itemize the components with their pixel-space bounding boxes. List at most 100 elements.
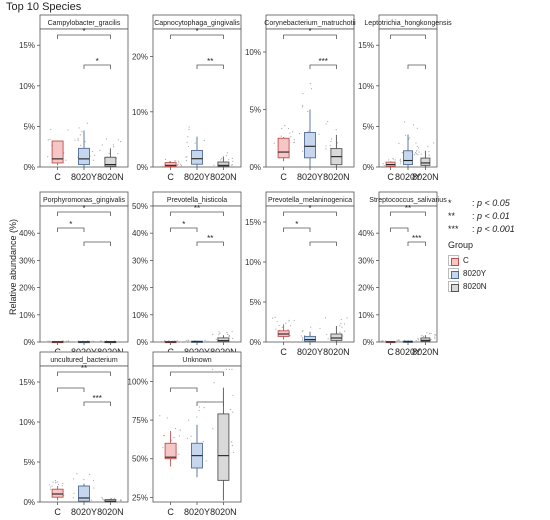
significance-label: p < 0.05 xyxy=(477,198,510,208)
data-point xyxy=(346,317,348,319)
data-point xyxy=(302,104,304,107)
data-point xyxy=(302,330,304,332)
y-tick-label: 40% xyxy=(19,229,35,238)
comparison-bracket xyxy=(57,227,85,232)
data-point xyxy=(163,435,165,437)
data-point xyxy=(166,417,168,419)
data-point xyxy=(73,492,75,494)
data-point xyxy=(205,460,207,462)
y-tick-label: 10% xyxy=(245,258,261,267)
data-point xyxy=(342,335,344,337)
data-point xyxy=(301,150,304,152)
data-point xyxy=(415,339,417,342)
panel-title: Prevotella_melaninogenica xyxy=(268,197,352,204)
data-point xyxy=(160,340,163,343)
data-point xyxy=(396,341,399,343)
data-point xyxy=(408,137,411,139)
x-tick-label: 8020Y xyxy=(71,507,97,517)
box-8020n xyxy=(420,337,431,342)
comparison-bracket xyxy=(196,241,224,246)
y-tick-label: 5% xyxy=(249,106,261,115)
data-point xyxy=(203,139,205,142)
data-point xyxy=(57,483,59,486)
significance-label: p < 0.001 xyxy=(477,224,515,234)
data-point xyxy=(319,327,321,329)
data-point xyxy=(228,368,230,370)
data-point xyxy=(287,127,290,130)
data-point xyxy=(340,323,342,325)
y-tick-label: 0% xyxy=(23,163,35,172)
data-point xyxy=(198,406,200,408)
legend-label: C xyxy=(463,256,469,265)
data-point xyxy=(101,496,103,498)
comparison-bracket xyxy=(170,227,198,232)
data-point xyxy=(434,334,436,336)
panel-title: Porphyromonas_gingivalis xyxy=(43,197,126,204)
data-point xyxy=(280,135,282,137)
data-point xyxy=(415,142,417,144)
significance-marker: * xyxy=(308,27,311,36)
data-point xyxy=(174,160,176,162)
data-point xyxy=(330,138,333,140)
data-point xyxy=(118,501,120,503)
legend-swatch xyxy=(451,271,459,279)
comparison-bracket xyxy=(309,64,337,69)
data-point xyxy=(185,156,187,158)
x-tick-label: 8020N xyxy=(97,507,124,517)
significance-marker: * xyxy=(182,220,185,229)
data-point xyxy=(185,339,187,342)
box-c xyxy=(164,442,177,460)
significance-symbol: *** xyxy=(448,224,459,234)
data-point xyxy=(381,340,383,342)
significance-marker: * xyxy=(195,27,198,36)
data-point xyxy=(288,319,290,321)
legend-key xyxy=(448,281,459,292)
data-point xyxy=(382,163,384,165)
box-8020n xyxy=(217,413,230,481)
y-tick-label: 10% xyxy=(358,311,374,320)
comparison-bracket xyxy=(196,401,224,406)
data-point xyxy=(185,160,188,162)
y-tick-label: 10% xyxy=(245,48,261,57)
data-point xyxy=(81,131,83,133)
significance-legend-item: **: p < 0.01 xyxy=(448,211,510,221)
data-point xyxy=(225,155,228,157)
data-point xyxy=(180,341,182,343)
comparison-bracket xyxy=(83,241,111,246)
data-point xyxy=(186,437,189,439)
data-point xyxy=(273,142,275,144)
data-point xyxy=(66,341,69,343)
significance-marker: * xyxy=(82,27,85,36)
data-point xyxy=(55,481,57,484)
data-point xyxy=(335,129,337,131)
comparison-bracket xyxy=(283,34,337,39)
x-tick-label: 8020Y xyxy=(297,347,323,357)
data-point xyxy=(310,326,312,328)
data-point xyxy=(190,435,192,437)
box-c xyxy=(51,140,64,164)
data-point xyxy=(300,335,302,337)
data-point xyxy=(325,145,327,147)
x-tick-label: 8020Y xyxy=(184,172,210,182)
comparison-bracket xyxy=(283,227,311,232)
data-point xyxy=(227,333,229,335)
data-point xyxy=(287,329,289,331)
data-point xyxy=(388,159,390,161)
data-point xyxy=(339,325,341,327)
data-point xyxy=(215,338,217,340)
y-tick-label: 50% xyxy=(132,455,148,464)
data-point xyxy=(187,419,190,421)
data-point xyxy=(302,93,304,95)
data-point xyxy=(207,340,209,342)
data-point xyxy=(434,338,436,340)
data-point xyxy=(174,427,177,430)
y-tick-label: 5% xyxy=(362,122,374,131)
y-tick-label: 40% xyxy=(358,229,374,238)
box-8020y xyxy=(403,150,413,166)
y-tick-label: 10% xyxy=(19,311,35,320)
data-point xyxy=(178,453,180,455)
data-point xyxy=(105,138,108,140)
panel-title: Campylobacter_gracilis xyxy=(48,20,121,27)
data-point xyxy=(102,499,104,501)
data-point xyxy=(232,394,234,397)
